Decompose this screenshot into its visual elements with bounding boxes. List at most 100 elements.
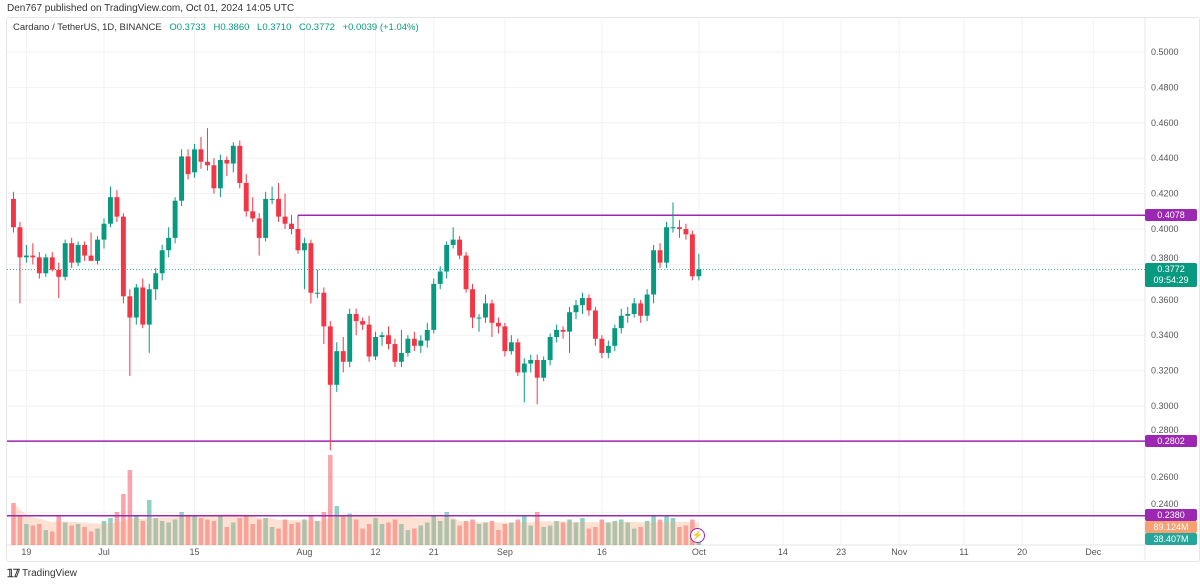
lightning-icon[interactable]: ⚡: [690, 528, 705, 543]
candle: [366, 315, 372, 362]
candle: [470, 283, 476, 329]
x-tick-label: 16: [597, 547, 607, 557]
y-tick-label: 0.2600: [1151, 472, 1179, 482]
volume-bar: [146, 500, 152, 545]
volume-bar: [69, 525, 74, 545]
candle-body: [204, 161, 210, 166]
symbol-name[interactable]: Cardano / TetherUS, 1D, BINANCE: [13, 22, 162, 33]
volume-bar: [56, 516, 61, 545]
volume-bar: [302, 519, 307, 545]
candle: [36, 252, 42, 279]
candle-body: [23, 255, 29, 258]
candle: [314, 269, 320, 299]
candle: [386, 326, 391, 350]
candle: [276, 182, 282, 222]
candle-body: [301, 243, 307, 251]
x-tick-label: 14: [778, 547, 788, 557]
volume-bar: [263, 518, 268, 545]
volume-bar: [547, 525, 553, 545]
x-tick-label: Jul: [98, 547, 110, 557]
candle-body: [437, 271, 443, 284]
candle: [120, 213, 126, 304]
y-tick-label: 0.5000: [1151, 47, 1179, 57]
ohlc-open: O0.3733: [169, 22, 206, 33]
volume-bar: [606, 522, 611, 545]
candle: [373, 331, 379, 361]
volume-bar: [366, 524, 372, 545]
candle: [107, 186, 113, 228]
candle-body: [696, 269, 702, 277]
volume-bar: [560, 522, 566, 545]
candle: [269, 186, 275, 205]
candle: [450, 227, 456, 249]
candle: [437, 266, 443, 290]
last-price-badge: 0.3772 09:54:29: [1145, 263, 1197, 287]
volume-bar: [140, 521, 146, 545]
x-tick-label: Nov: [891, 547, 908, 557]
volume-bar: [198, 518, 204, 545]
volume-bar: [567, 519, 572, 545]
candle: [230, 142, 236, 173]
y-tick-label: 0.4800: [1151, 82, 1179, 92]
candle: [651, 244, 657, 304]
volume-bar: [75, 524, 81, 545]
candle: [638, 299, 644, 323]
candle: [211, 158, 217, 194]
candle: [75, 241, 81, 267]
candle-body: [36, 257, 42, 274]
volume-bar: [470, 519, 475, 545]
candle-body: [379, 335, 385, 337]
candle-body: [573, 305, 579, 313]
volume-bar: [657, 519, 663, 545]
candle: [192, 144, 197, 178]
ohlc-high: H0.3860: [213, 22, 250, 33]
volume-bar: [353, 519, 359, 545]
candle-body: [243, 182, 249, 212]
volume-bar: [541, 527, 546, 545]
candle: [411, 331, 417, 352]
candle: [644, 289, 650, 322]
candle: [554, 324, 560, 343]
volume-bar: [205, 519, 210, 545]
y-tick-label: 0.3000: [1151, 401, 1179, 411]
candle: [340, 336, 346, 373]
candle-body: [373, 336, 379, 357]
volume-bar: [224, 527, 230, 545]
candle: [179, 149, 185, 206]
volume-bar: [237, 518, 243, 545]
y-tick-label: 0.2800: [1151, 425, 1179, 435]
volume-bar: [282, 519, 288, 545]
candle: [56, 262, 62, 299]
candle-body: [250, 211, 256, 219]
volume-bar: [88, 531, 94, 545]
volume-bar: [360, 528, 365, 545]
candle-body: [256, 218, 262, 238]
volume-bar: [49, 531, 55, 545]
volume-bar: [308, 516, 314, 545]
candle-body: [95, 239, 100, 261]
candle: [605, 340, 611, 359]
candle-body: [133, 287, 139, 318]
candle-body: [314, 292, 320, 294]
candle: [689, 230, 695, 281]
volume-badge: 38.407M: [1145, 533, 1197, 545]
candle-body: [580, 298, 585, 306]
volume-ma-badge: 89.124M: [1145, 521, 1197, 533]
x-tick-label: 23: [836, 547, 846, 557]
candle: [166, 227, 172, 258]
candle-body: [224, 159, 230, 164]
volume-bar: [418, 525, 424, 545]
candle-body: [405, 338, 411, 353]
volume-bar: [593, 527, 598, 545]
candle: [418, 335, 424, 353]
candle-body: [30, 255, 36, 258]
volume-bar: [101, 521, 107, 545]
candle-body: [17, 227, 23, 258]
candle: [101, 218, 107, 249]
volume-bar: [437, 521, 443, 545]
footer-brand: TradingView: [22, 568, 78, 579]
volume-bar: [392, 519, 398, 545]
candle: [321, 287, 327, 345]
volume-bar: [431, 516, 437, 545]
